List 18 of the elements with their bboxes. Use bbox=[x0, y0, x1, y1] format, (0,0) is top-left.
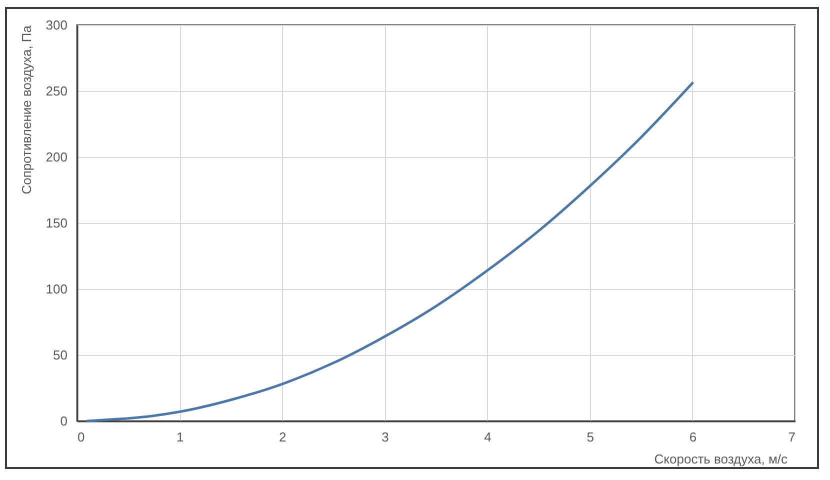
x-tick-label: 6 bbox=[689, 430, 697, 444]
y-tick-label: 200 bbox=[46, 150, 68, 164]
x-tick-label: 4 bbox=[484, 430, 492, 444]
x-tick-label: 1 bbox=[176, 430, 184, 444]
y-tick-label: 50 bbox=[53, 348, 68, 362]
y-axis-title: Сопротивление воздуха, Па bbox=[18, 24, 34, 194]
y-tick-label: 100 bbox=[46, 282, 68, 296]
y-tick-label: 0 bbox=[60, 414, 68, 428]
y-tick-label: 300 bbox=[46, 18, 68, 32]
x-tick-label: 5 bbox=[586, 430, 594, 444]
y-tick-label: 250 bbox=[46, 84, 68, 98]
x-tick-label: 7 bbox=[788, 430, 796, 444]
y-tick-label: 150 bbox=[46, 216, 68, 230]
line-series bbox=[86, 82, 694, 422]
x-tick-label: 0 bbox=[78, 430, 85, 444]
x-tick-label: 2 bbox=[279, 430, 286, 444]
x-axis-title: Скорость воздуха, м/с bbox=[654, 452, 788, 466]
x-tick-label: 3 bbox=[382, 430, 389, 444]
